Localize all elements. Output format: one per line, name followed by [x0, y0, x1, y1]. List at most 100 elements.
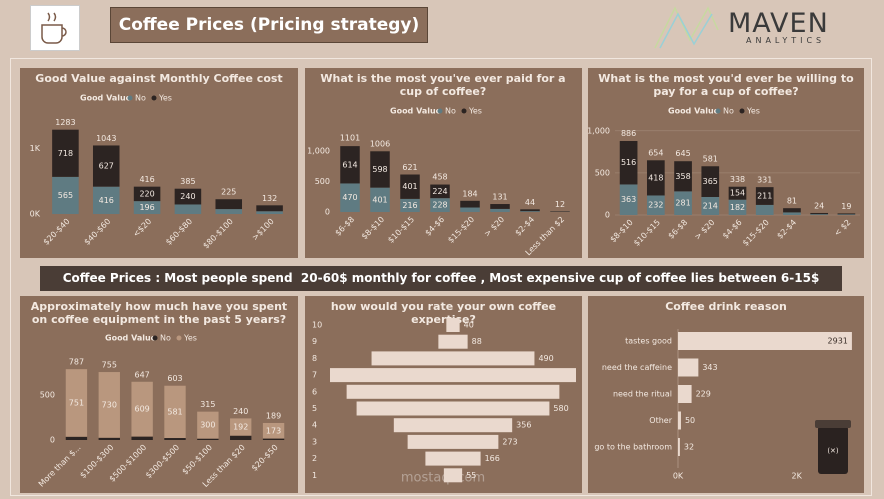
header-title: Coffee Prices (Pricing strategy) [110, 7, 428, 43]
y-tick-label: 0 [605, 211, 610, 220]
x-tick-label: > $20 [482, 215, 506, 239]
segment-label: 192 [233, 423, 248, 432]
bar-segment [340, 146, 360, 184]
bar-segment [174, 204, 202, 214]
total-label: 225 [221, 188, 236, 197]
x-tick-label: $10-$15 [632, 218, 662, 248]
segment-label: 627 [99, 162, 114, 171]
segment-label: 224 [432, 187, 447, 196]
bar-segment [370, 187, 390, 212]
x-tick-label: $15-$20 [446, 215, 476, 245]
segment-label: 173 [266, 426, 281, 435]
y-tick-label: 0 [50, 436, 55, 445]
x-tick-label: $8-$10 [360, 215, 386, 241]
bar [678, 438, 680, 456]
bar-segment [674, 161, 692, 192]
svg-text:(✕): (✕) [827, 447, 839, 455]
bar [425, 451, 481, 466]
bar [678, 411, 681, 430]
bar-segment [490, 204, 510, 209]
x-tick-label: $4-$6 [721, 218, 744, 241]
segment-label: 232 [648, 201, 663, 210]
total-label: 385 [180, 177, 195, 186]
legend-title: Good Value [390, 107, 442, 116]
chart-title: Coffee drink reason [665, 300, 787, 313]
segment-label: 401 [372, 195, 387, 204]
y-tick-label: 9 [312, 337, 317, 346]
bar-segment [400, 174, 420, 199]
y-tick-label: 1,000 [307, 147, 330, 156]
brand-sub: ANALYTICS [746, 36, 826, 45]
bar-segment [755, 187, 774, 205]
watermark: mostaql.com [401, 471, 485, 486]
x-tick-label: $50-$100 [180, 443, 214, 477]
bar-segment [674, 191, 692, 215]
bar [371, 351, 535, 366]
segment-label: 581 [167, 407, 182, 416]
x-tick-label: 2K [791, 472, 802, 481]
x-tick-label: $6-$8 [333, 215, 356, 238]
bar-segment [783, 212, 801, 215]
y-tick-label: 500 [595, 168, 610, 177]
bar-segment [837, 214, 856, 215]
brand: MAVEN [728, 8, 829, 39]
legend-swatch [176, 335, 182, 341]
bar-segment [262, 422, 285, 439]
bar-segment [197, 438, 219, 440]
x-tick-label: $60-$80 [164, 217, 194, 247]
bar-segment [52, 129, 79, 177]
total-label: 621 [402, 163, 417, 172]
value-label: 40 [464, 321, 474, 330]
bar [346, 384, 560, 399]
x-tick-label: More than $... [37, 443, 83, 489]
segment-label: 196 [139, 203, 154, 212]
legend-label: Yes [746, 107, 760, 116]
total-label: 24 [814, 201, 824, 210]
x-tick-label: 0K [673, 472, 684, 481]
legend-label: No [445, 107, 456, 116]
total-label: 755 [102, 361, 117, 370]
x-tick-label: $6-$8 [666, 218, 689, 241]
value-label: 343 [702, 363, 717, 372]
bar-segment [619, 141, 638, 185]
y-tick-label: 10 [312, 321, 322, 330]
y-tick-label: need the caffeine [602, 363, 672, 372]
banner: Coffee Prices : Most people spend 20-60$… [40, 266, 842, 291]
y-tick-label: 0K [30, 210, 41, 219]
total-label: 131 [492, 193, 507, 202]
segment-label: 470 [342, 193, 357, 202]
bar-segment [98, 372, 120, 438]
bar-segment [755, 204, 774, 215]
bar-segment [65, 369, 88, 437]
legend-label: Yes [158, 94, 172, 103]
value-label: 50 [685, 416, 695, 425]
bar-segment [133, 201, 161, 214]
y-tick-label: 1K [30, 144, 41, 153]
y-tick-label: 2 [312, 454, 317, 463]
legend-swatch [152, 335, 158, 341]
x-tick-label: >$100 [250, 217, 276, 243]
y-tick-label: go to the bathroom [594, 443, 672, 452]
value-label: 273 [502, 437, 517, 446]
segment-label: 565 [58, 191, 73, 200]
bar-segment [133, 186, 161, 202]
total-label: 416 [139, 175, 154, 184]
segment-label: 228 [432, 201, 447, 210]
bar-segment [619, 184, 638, 215]
segment-label: 598 [372, 165, 387, 174]
legend-label: No [135, 94, 146, 103]
bar-segment [65, 436, 88, 440]
bar [678, 358, 699, 377]
bar [438, 334, 468, 349]
bar-segment [646, 160, 665, 196]
x-tick-label: $4-$6 [423, 215, 446, 238]
y-tick-label: 1,000 [587, 126, 610, 135]
x-tick-label: $2-$4 [513, 215, 536, 238]
chart-title: how would you rate your own coffee exper… [330, 300, 557, 326]
bar [443, 468, 463, 483]
value-label: 32 [684, 443, 694, 452]
chart-title: Good Value against Monthly Coffee cost [35, 72, 283, 85]
total-label: 458 [432, 173, 447, 182]
total-label: 81 [787, 197, 797, 206]
